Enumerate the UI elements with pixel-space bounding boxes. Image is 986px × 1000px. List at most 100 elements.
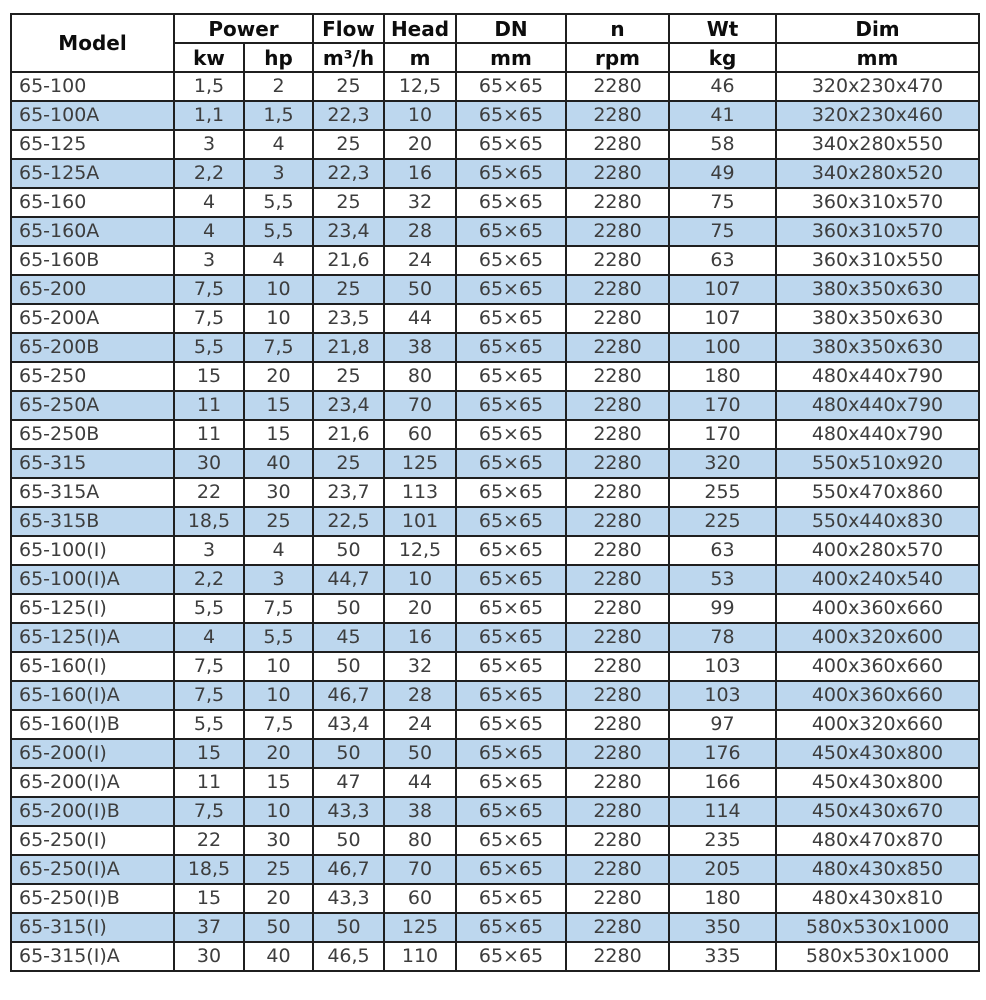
cell-model: 65-100(I)A (10, 564, 175, 595)
table-row: 65-250(I)A 18,5 25 46,7 70 65×65 2280 205 480x43… (10, 854, 980, 885)
cell-flow: 21,6 (312, 419, 385, 450)
cell-dim: 360x310x550 (775, 245, 980, 276)
cell-dim: 400x360x660 (775, 651, 980, 682)
cell-model: 65-250A (10, 390, 175, 421)
col-header-dim: Dim (775, 13, 980, 44)
cell-flow: 46,5 (312, 941, 385, 972)
cell-wt: 107 (668, 274, 777, 305)
cell-power-kw: 22 (173, 825, 245, 856)
cell-dim: 480x430x850 (775, 854, 980, 885)
cell-power-kw: 15 (173, 883, 245, 914)
table-row: 65-250B 11 15 21,6 60 65×65 2280 170 480x440x790 (10, 419, 980, 450)
cell-wt: 75 (668, 187, 777, 218)
cell-wt: 225 (668, 506, 777, 537)
cell-dn: 65×65 (455, 245, 567, 276)
cell-model: 65-200(I)A (10, 767, 175, 798)
cell-flow: 25 (312, 274, 385, 305)
cell-power-kw: 11 (173, 767, 245, 798)
table-row: 65-125A 2,2 3 22,3 16 65×65 2280 49 340x280x520 (10, 158, 980, 189)
cell-model: 65-250 (10, 361, 175, 392)
cell-wt: 205 (668, 854, 777, 885)
cell-head: 20 (383, 593, 457, 624)
col-header-flow: Flow (312, 13, 385, 44)
cell-model: 65-250(I)A (10, 854, 175, 885)
cell-dim: 340x280x550 (775, 129, 980, 160)
cell-wt: 103 (668, 651, 777, 682)
col-header-dn: DN (455, 13, 567, 44)
cell-power-kw: 22 (173, 477, 245, 508)
cell-power-hp: 10 (243, 274, 314, 305)
table-row: 65-100(I)A 2,2 3 44,7 10 65×65 2280 53 400x240x5… (10, 564, 980, 595)
col-header-dn-unit: mm (455, 42, 567, 73)
cell-dim: 400x240x540 (775, 564, 980, 595)
cell-model: 65-315(I)A (10, 941, 175, 972)
cell-flow: 25 (312, 71, 385, 102)
cell-head: 38 (383, 332, 457, 363)
col-header-n: n (565, 13, 670, 44)
table-row: 65-125(I) 5,5 7,5 50 20 65×65 2280 99 400x360x66… (10, 593, 980, 624)
cell-model: 65-125A (10, 158, 175, 189)
pump-spec-table: Model Power Flow Head DN n Wt Dim kw hp … (10, 13, 980, 972)
cell-wt: 176 (668, 738, 777, 769)
cell-n: 2280 (565, 448, 670, 479)
cell-dn: 65×65 (455, 680, 567, 711)
cell-model: 65-200(I)B (10, 796, 175, 827)
cell-n: 2280 (565, 912, 670, 943)
cell-power-kw: 4 (173, 622, 245, 653)
cell-power-kw: 7,5 (173, 680, 245, 711)
cell-dn: 65×65 (455, 448, 567, 479)
cell-wt: 75 (668, 216, 777, 247)
cell-n: 2280 (565, 158, 670, 189)
cell-dim: 400x280x570 (775, 535, 980, 566)
cell-power-hp: 20 (243, 361, 314, 392)
cell-dn: 65×65 (455, 854, 567, 885)
cell-wt: 180 (668, 883, 777, 914)
cell-dn: 65×65 (455, 216, 567, 247)
cell-dn: 65×65 (455, 100, 567, 131)
cell-power-hp: 3 (243, 158, 314, 189)
cell-head: 50 (383, 738, 457, 769)
cell-model: 65-200B (10, 332, 175, 363)
cell-flow: 23,5 (312, 303, 385, 334)
cell-n: 2280 (565, 245, 670, 276)
cell-n: 2280 (565, 622, 670, 653)
cell-flow: 47 (312, 767, 385, 798)
cell-power-kw: 7,5 (173, 796, 245, 827)
cell-n: 2280 (565, 100, 670, 131)
cell-power-hp: 1,5 (243, 100, 314, 131)
cell-dn: 65×65 (455, 419, 567, 450)
cell-head: 12,5 (383, 535, 457, 566)
cell-wt: 78 (668, 622, 777, 653)
cell-dn: 65×65 (455, 71, 567, 102)
table-header: Model Power Flow Head DN n Wt Dim kw hp … (10, 13, 980, 73)
cell-head: 38 (383, 796, 457, 827)
cell-power-hp: 30 (243, 477, 314, 508)
table-row: 65-315(I)A 30 40 46,5 110 65×65 2280 335 580x530… (10, 941, 980, 972)
table-row: 65-250 15 20 25 80 65×65 2280 180 480x440x790 (10, 361, 980, 392)
cell-head: 44 (383, 303, 457, 334)
cell-flow: 23,4 (312, 390, 385, 421)
cell-dn: 65×65 (455, 535, 567, 566)
cell-wt: 46 (668, 71, 777, 102)
cell-model: 65-160B (10, 245, 175, 276)
cell-head: 32 (383, 187, 457, 218)
cell-model: 65-200A (10, 303, 175, 334)
cell-n: 2280 (565, 854, 670, 885)
cell-flow: 43,3 (312, 883, 385, 914)
cell-n: 2280 (565, 274, 670, 305)
cell-power-kw: 15 (173, 738, 245, 769)
table-row: 65-160A 4 5,5 23,4 28 65×65 2280 75 360x310x570 (10, 216, 980, 247)
cell-power-hp: 40 (243, 448, 314, 479)
cell-power-hp: 4 (243, 129, 314, 160)
cell-dn: 65×65 (455, 709, 567, 740)
cell-power-kw: 4 (173, 187, 245, 218)
table-row: 65-315(I) 37 50 50 125 65×65 2280 350 580x530x10… (10, 912, 980, 943)
cell-n: 2280 (565, 796, 670, 827)
cell-dim: 400x360x660 (775, 593, 980, 624)
table-row: 65-200 7,5 10 25 50 65×65 2280 107 380x350x630 (10, 274, 980, 305)
cell-wt: 99 (668, 593, 777, 624)
cell-flow: 46,7 (312, 680, 385, 711)
cell-power-kw: 7,5 (173, 303, 245, 334)
cell-model: 65-315(I) (10, 912, 175, 943)
table-row: 65-160 4 5,5 25 32 65×65 2280 75 360x310x570 (10, 187, 980, 218)
